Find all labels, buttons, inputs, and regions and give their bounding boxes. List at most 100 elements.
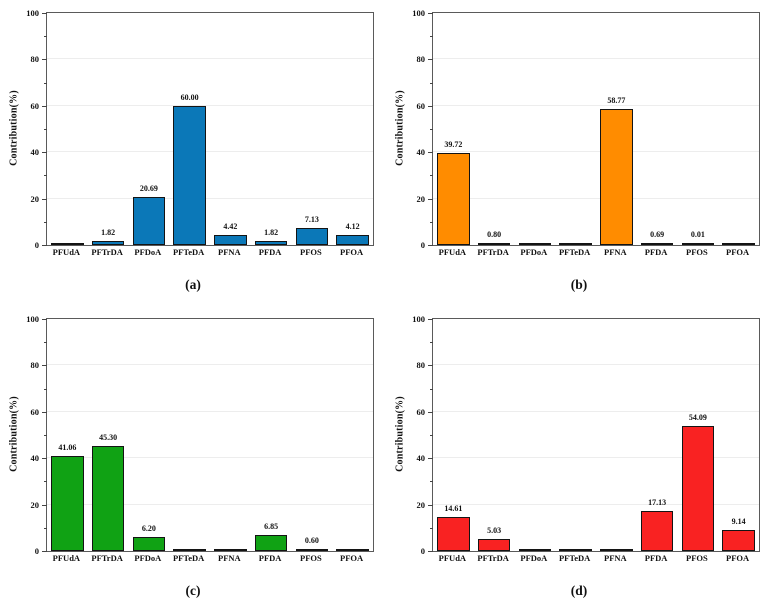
y-tick-label-0: 0 [420, 240, 425, 250]
y-tick-label-40: 40 [416, 453, 426, 464]
bar-value-label: 0.01 [690, 230, 705, 239]
y-tick-label-40: 40 [30, 453, 40, 464]
x-tick-label-pfda: PFDA [644, 247, 668, 257]
x-tick-label-pfdoa: PFDoA [520, 247, 548, 257]
y-tick-60 [428, 105, 433, 107]
gridline-20 [433, 503, 759, 505]
bar-pfdoa [132, 197, 166, 245]
bar-slot-pfdoa: 6.20 [129, 319, 170, 551]
x-axis-labels: PFUdA PFTrDA PFDoA PFTeDA PFNA PFDA PFOS PFOA [46, 247, 372, 257]
y-tick-label-100: 100 [412, 314, 425, 324]
gridline-20 [433, 197, 759, 199]
x-tick-label-pfdoa: PFDoA [134, 553, 162, 563]
x-tick-label-pfteda: PFTeDA [172, 247, 205, 257]
y-tick-label-0: 0 [34, 240, 39, 250]
bar-value-label: 0.69 [650, 230, 665, 239]
y-tick-0 [428, 551, 433, 552]
bar-value-label: 0.80 [487, 230, 502, 239]
y-tick-label-80: 80 [416, 54, 426, 65]
bar-slot-pfdoa [515, 319, 556, 551]
y-tick-label-80: 80 [30, 360, 40, 371]
y-tick-80 [42, 365, 47, 367]
x-tick-label-pftrda: PFTrDA [477, 247, 509, 257]
y-tick-label-20: 20 [416, 499, 426, 510]
bar-slot-pfna: 58.77 [596, 13, 637, 245]
bar-pfna [214, 234, 247, 245]
bar-slot-pfdoa: 20.69 [129, 13, 170, 245]
y-tick-label-100: 100 [26, 8, 39, 18]
bar-slot-pfos: 54.09 [678, 319, 719, 551]
x-tick-label-pftrda: PFTrDA [91, 553, 123, 563]
bar-pfos [295, 549, 329, 551]
bar-value-label: 6.20 [141, 523, 156, 533]
y-tick-label-20: 20 [30, 499, 40, 510]
y-tick-70 [44, 82, 47, 84]
panel-c: Contribution(%) 0 20 40 60 80 100 41.06 45.30 6.… [0, 306, 386, 612]
x-tick-label-pftrda: PFTrDA [91, 247, 123, 257]
y-tick-70 [44, 388, 47, 390]
y-tick-0 [42, 245, 47, 246]
y-tick-30 [44, 481, 47, 483]
bar-pftrda [91, 240, 125, 245]
y-tick-70 [430, 388, 433, 390]
x-tick-label-pfoa: PFOA [340, 247, 364, 257]
bar-value-label: 6.85 [264, 522, 279, 532]
bar-slot-pfteda: 60.00 [169, 13, 210, 245]
plot-area: 0 20 40 60 80 100 39.72 0.80 58.77 0.69 0.01 [412, 8, 760, 250]
bar-slot-pfoa: 9.14 [718, 319, 759, 551]
x-tick-label-pfdoa: PFDoA [520, 553, 548, 563]
gridline-40 [433, 457, 759, 459]
y-tick-label-80: 80 [30, 54, 40, 65]
y-tick-90 [44, 342, 47, 344]
bar-value-label: 14.61 [444, 504, 463, 514]
bar-slot-pfuda [47, 13, 88, 245]
y-tick-10 [430, 221, 433, 223]
y-tick-20 [42, 504, 47, 506]
x-tick-label-pfteda: PFTeDA [558, 553, 591, 563]
gridline-40 [47, 151, 373, 153]
y-tick-20 [428, 198, 433, 200]
bar-value-label: 4.42 [223, 221, 238, 231]
bar-pfda [254, 240, 288, 245]
plot-area: 0 20 40 60 80 100 41.06 45.30 6.20 6.85 0.60 [26, 314, 374, 556]
bar-pfdoa [518, 549, 552, 551]
bar-slot-pfos: 0.60 [292, 319, 333, 551]
y-tick-60 [42, 105, 47, 107]
y-tick-60 [428, 411, 433, 413]
plot-area: 0 20 40 60 80 100 1.82 20.69 60.00 4.42 1.82 7.13 4.… [26, 8, 374, 250]
gridline-20 [47, 197, 373, 199]
bar-slot-pfda: 17.13 [637, 319, 678, 551]
y-tick-0 [42, 551, 47, 552]
bar-value-label: 4.12 [345, 222, 360, 232]
bar-pfteda [559, 549, 592, 551]
gridline-40 [433, 151, 759, 153]
bar-slot-pfuda: 39.72 [433, 13, 474, 245]
y-tick-50 [44, 129, 47, 130]
bar-slot-pfoa [332, 319, 373, 551]
bar-pfdoa [518, 243, 552, 245]
y-tick-label-60: 60 [416, 100, 426, 111]
bar-slot-pfuda: 41.06 [47, 319, 88, 551]
bar-slot-pfteda [555, 319, 596, 551]
x-tick-label-pfna: PFNA [604, 247, 627, 257]
gridline-60 [433, 104, 759, 106]
y-tick-0 [428, 245, 433, 246]
y-tick-label-60: 60 [30, 100, 40, 111]
bar-value-label: 45.30 [99, 432, 118, 442]
x-tick-label-pfna: PFNA [218, 247, 241, 257]
x-tick-label-pftrda: PFTrDA [477, 553, 509, 563]
bar-pftrda [477, 539, 511, 551]
bars-container: 41.06 45.30 6.20 6.85 0.60 [47, 319, 373, 551]
bar-value-label: 1.82 [264, 227, 279, 237]
bar-pfos [681, 425, 715, 551]
gridline-20 [47, 503, 373, 505]
y-tick-label-0: 0 [420, 546, 425, 556]
x-tick-label-pfteda: PFTeDA [558, 247, 591, 257]
x-tick-label-pfda: PFDA [258, 247, 282, 257]
bar-value-label: 58.77 [607, 95, 626, 105]
y-tick-label-100: 100 [412, 8, 425, 18]
bar-slot-pfda: 1.82 [251, 13, 292, 245]
x-tick-label-pfuda: PFUdA [52, 247, 81, 257]
bar-pfoa [336, 549, 369, 551]
bar-slot-pftrda: 1.82 [88, 13, 129, 245]
